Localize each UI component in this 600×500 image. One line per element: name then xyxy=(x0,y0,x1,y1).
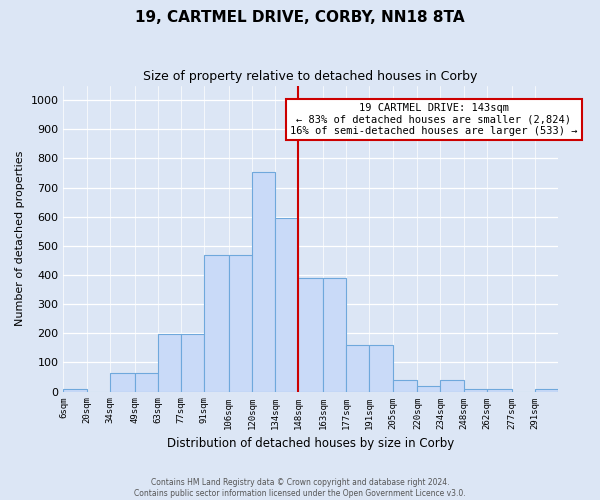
Bar xyxy=(370,345,392,392)
Bar xyxy=(110,372,134,392)
Bar xyxy=(487,389,512,392)
Text: Contains HM Land Registry data © Crown copyright and database right 2024.
Contai: Contains HM Land Registry data © Crown c… xyxy=(134,478,466,498)
Bar xyxy=(204,254,229,392)
Bar xyxy=(323,278,346,392)
Text: 19, CARTMEL DRIVE, CORBY, NN18 8TA: 19, CARTMEL DRIVE, CORBY, NN18 8TA xyxy=(135,10,465,25)
Bar xyxy=(134,372,158,392)
Text: 19 CARTMEL DRIVE: 143sqm
← 83% of detached houses are smaller (2,824)
16% of sem: 19 CARTMEL DRIVE: 143sqm ← 83% of detach… xyxy=(290,103,578,136)
Bar xyxy=(392,380,418,392)
Bar xyxy=(158,334,181,392)
Bar xyxy=(464,388,487,392)
Bar xyxy=(440,380,464,392)
Bar xyxy=(275,218,298,392)
Bar xyxy=(418,386,440,392)
Bar xyxy=(229,254,252,392)
Bar xyxy=(64,388,86,392)
Y-axis label: Number of detached properties: Number of detached properties xyxy=(15,151,25,326)
X-axis label: Distribution of detached houses by size in Corby: Distribution of detached houses by size … xyxy=(167,437,454,450)
Bar xyxy=(298,278,323,392)
Bar xyxy=(252,172,275,392)
Title: Size of property relative to detached houses in Corby: Size of property relative to detached ho… xyxy=(143,70,478,83)
Bar xyxy=(346,345,370,392)
Bar xyxy=(181,334,204,392)
Bar xyxy=(535,389,558,392)
